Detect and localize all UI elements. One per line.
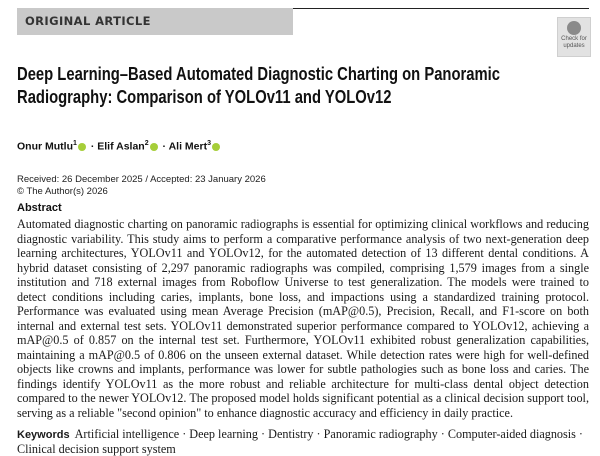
abstract-text: Automated diagnostic charting on panoram… [17, 217, 589, 420]
check-for-updates-button[interactable]: Check for updates [557, 17, 591, 57]
author-affiliation: 3 [207, 140, 211, 147]
orcid-icon[interactable] [77, 142, 86, 151]
article-type-banner: ORIGINAL ARTICLE [17, 8, 293, 35]
header-rule [292, 8, 589, 9]
publication-dates: Received: 26 December 2025 / Accepted: 2… [17, 174, 589, 197]
received-accepted-dates: Received: 26 December 2025 / Accepted: 2… [17, 174, 266, 185]
paper-title: Deep Learning–Based Automated Diagnostic… [17, 63, 501, 107]
article-body: Received: 26 December 2025 / Accepted: 2… [17, 174, 589, 456]
author-separator: · [87, 140, 98, 153]
keywords: Keywords Artificial intelligence · Deep l… [17, 427, 589, 456]
author-separator: · [159, 140, 169, 153]
article-type: ORIGINAL ARTICLE [25, 14, 151, 28]
orcid-icon[interactable] [149, 142, 158, 151]
author-name[interactable]: Onur Mutlu [17, 140, 73, 153]
author-affiliation: 1 [73, 140, 77, 147]
keywords-list: Artificial intelligence · Deep learning … [17, 427, 583, 456]
keywords-label: Keywords [17, 429, 70, 441]
check-updates-icon [567, 21, 581, 35]
orcid-icon[interactable] [212, 142, 220, 151]
check-updates-line1: Check for [561, 36, 587, 42]
author-name[interactable]: Ali Mert [168, 140, 208, 153]
author-list: Onur Mutlu1 · Elif Aslan2 · Ali Mert3 [17, 140, 222, 153]
copyright: © The Author(s) 2026 [17, 185, 108, 197]
author-affiliation: 2 [144, 140, 149, 147]
author-name[interactable]: Elif Aslan [97, 140, 145, 153]
check-updates-line2: updates [563, 42, 585, 49]
abstract-heading: Abstract [17, 202, 62, 214]
